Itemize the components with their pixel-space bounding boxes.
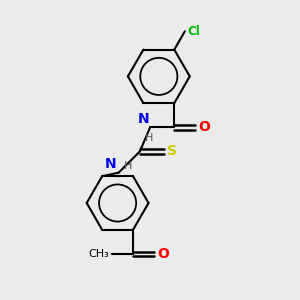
Text: H: H: [124, 161, 132, 171]
Text: H: H: [145, 133, 153, 143]
Text: O: O: [157, 247, 169, 261]
Text: CH₃: CH₃: [88, 249, 109, 259]
Text: N: N: [105, 157, 116, 171]
Text: N: N: [137, 112, 149, 125]
Text: S: S: [167, 145, 177, 158]
Text: O: O: [198, 120, 210, 134]
Text: Cl: Cl: [187, 25, 200, 38]
